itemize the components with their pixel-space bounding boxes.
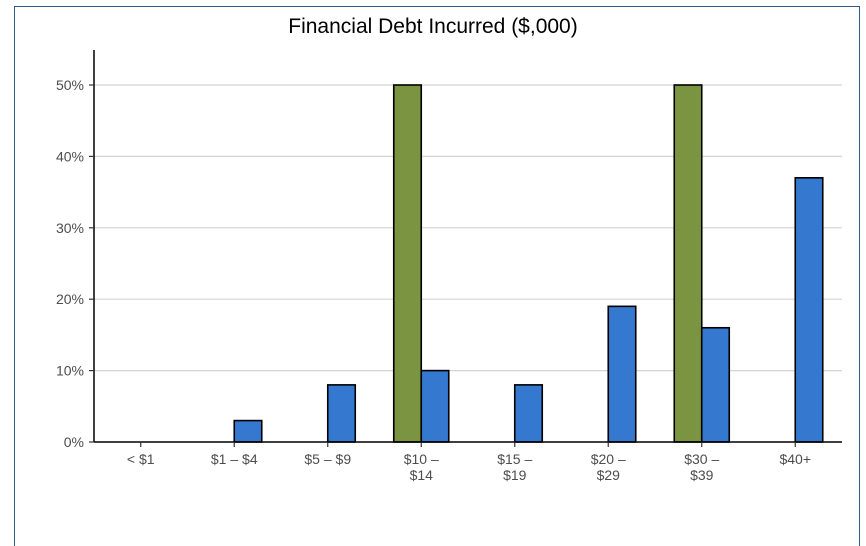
x-tick-label-line: $1 – $4 [211, 451, 258, 467]
x-tick-label: $40+ [779, 451, 811, 467]
bars [233, 84, 824, 443]
x-tick-label-line: $19 [503, 467, 527, 483]
axes [89, 50, 842, 447]
bar-series2-3 [420, 369, 450, 443]
bar-series2-2 [326, 384, 357, 443]
x-tick-label: $20 – $29 [591, 451, 626, 483]
x-tick-label: $1 – $4 [211, 451, 258, 467]
x-tick-labels: < $1 $1 – $4 $5 – $9 $10 – $14$15 – $19$20 – $… [127, 451, 811, 483]
y-tick-label: 40% [56, 148, 84, 164]
x-tick-label: $15 – $19 [497, 451, 532, 483]
bar-series2-5 [607, 305, 637, 443]
bar-series1-6 [673, 84, 703, 443]
x-tick-label-line: $10 – [404, 451, 439, 467]
bar-series2-1 [233, 419, 263, 443]
bar-series2-7 [794, 177, 824, 443]
x-tick-label: $5 – $9 [304, 451, 351, 467]
y-tick-label: 10% [56, 363, 84, 379]
x-tick-label-line: $30 – [684, 451, 719, 467]
bar-series2-6 [700, 326, 731, 443]
y-tick-label: 0% [64, 434, 84, 450]
x-tick-label-line: $39 [690, 467, 714, 483]
y-tick-label: 20% [56, 291, 84, 307]
x-tick-label-line: < $1 [127, 451, 155, 467]
x-tick-label-line: $5 – $9 [304, 451, 351, 467]
x-tick-label-line: $15 – [497, 451, 532, 467]
x-tick-label: $10 – $14 [404, 451, 439, 483]
x-tick-label: $30 – $39 [684, 451, 719, 483]
bar-series1-3 [392, 84, 423, 443]
chart-title: Financial Debt Incurred ($,000) [288, 15, 577, 38]
y-tick-label: 30% [56, 220, 84, 236]
bar-series2-4 [513, 384, 544, 443]
x-tick-label: < $1 [127, 451, 155, 467]
x-tick-label-line: $20 – [591, 451, 626, 467]
x-tick-label-line: $29 [597, 467, 621, 483]
y-tick-label: 50% [56, 77, 84, 93]
x-tick-label-line: $40+ [779, 451, 811, 467]
chart-frame [14, 6, 860, 546]
x-tick-label-line: $14 [410, 467, 434, 483]
y-tick-labels: 0% 10% 20% 30% 40% 50% [56, 77, 84, 450]
gridlines [94, 84, 842, 372]
